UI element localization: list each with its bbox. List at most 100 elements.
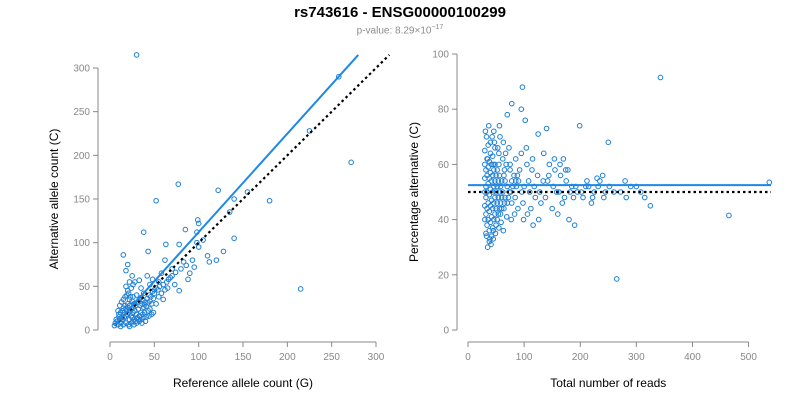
right-data-point [554,211,561,217]
left-data-point [123,267,129,274]
left-data-point [266,197,273,204]
right-data-point [514,172,521,179]
chart-subtitle: p-value: 8.29×10−17 [0,24,800,36]
right-data-point [494,167,500,173]
right-data-point [766,179,773,186]
right-data-point [511,172,517,179]
right-data-point [492,211,498,217]
left-data-point [178,266,184,272]
right-data-point [520,216,527,223]
right-data-point [599,172,606,179]
left-y-tick-label: 200 [73,151,90,162]
left-reference-line [113,54,391,327]
left-data-point [138,309,144,316]
left-data-point [113,316,120,323]
left-data-point [182,226,189,233]
right-data-point [496,122,503,129]
left-data-point [195,244,202,250]
right-x-tick-label: 500 [740,352,757,363]
left-data-point [244,189,251,195]
right-data-point [484,222,490,228]
right-data-point [493,222,499,228]
left-data-point [124,261,131,268]
right-data-point [483,134,490,140]
left-data-point [138,285,144,291]
right-data-point [482,128,489,135]
right-data-point [501,167,508,173]
left-data-point [231,235,237,242]
right-data-point [534,172,541,179]
right-data-point [495,194,502,201]
left-data-point [169,266,175,272]
right-data-point [641,194,648,201]
left-data-point [153,301,159,307]
left-data-point [335,73,342,80]
left-data-point [172,269,179,276]
right-data-point [484,244,491,250]
right-x-tick-label: 400 [684,352,701,363]
left-data-point [215,187,221,194]
right-data-point [489,205,496,212]
right-data-point [518,106,525,112]
right-data-point [491,128,497,135]
right-data-point [535,216,542,223]
right-data-point [496,150,502,157]
right-data-point [488,178,495,184]
right-data-point [512,156,519,162]
left-data-point [142,318,149,325]
right-x-axis-title: Total number of reads [550,376,666,390]
right-data-point [518,150,525,157]
left-data-point [145,248,151,255]
left-data-point [164,285,171,291]
left-data-point [147,306,153,312]
left-data-point [130,318,136,325]
right-data-point [492,161,498,168]
left-data-point [194,217,201,223]
left-data-point [140,304,147,311]
right-data-point [498,205,505,212]
right-data-point [504,200,511,206]
right-data-point [542,194,549,201]
right-data-point [485,164,492,170]
right-data-point [563,178,569,184]
left-data-point [169,273,175,279]
chart-title: rs743616 - ENSG00000100299 [294,4,506,21]
right-data-point [589,194,596,201]
right-data-point [560,156,567,162]
right-data-point [495,211,502,217]
right-data-point [488,161,495,168]
right-data-point [492,194,498,201]
right-x-tick-label: 100 [516,352,533,363]
right-data-point [483,194,489,201]
right-y-tick-label: 80 [438,105,450,116]
right-data-point [557,172,564,179]
left-y-tick-label: 50 [79,282,91,293]
left-x-tick-label: 300 [368,352,385,363]
right-data-point [498,178,505,184]
right-data-point [502,194,508,201]
left-data-point [160,281,166,288]
right-data-point [528,205,534,212]
left-y-tick-label: 250 [73,107,90,118]
right-data-point [538,200,544,206]
right-x-tick-label: 300 [628,352,645,363]
left-data-point [126,323,133,330]
right-data-point [529,167,535,173]
right-data-point [525,178,532,184]
right-x-tick-label: 0 [465,352,471,363]
right-data-point [487,236,493,242]
right-data-point [492,178,498,184]
left-data-point [191,264,198,270]
right-y-tick-label: 40 [438,215,450,226]
right-data-point [492,145,498,151]
left-data-point [231,196,237,202]
left-data-point [116,311,122,318]
right-data-point [726,212,732,219]
right-data-point [622,178,628,184]
left-fit-line [113,54,360,327]
left-data-point [165,276,172,283]
left-data-point [140,229,147,235]
right-data-point [566,216,572,223]
right-data-point [506,145,512,151]
right-data-point [503,161,509,168]
